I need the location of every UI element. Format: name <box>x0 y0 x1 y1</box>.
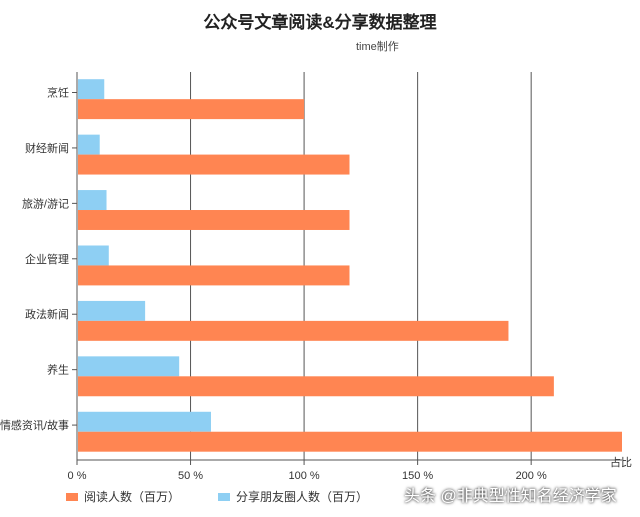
watermark: 头条 @非典型性知名经济学家 <box>404 488 617 505</box>
legend-swatch-reads <box>66 492 78 501</box>
bar-shares-1 <box>78 134 100 155</box>
bar-reads-4 <box>78 320 509 341</box>
x-tick-label-0: 0 % <box>68 470 87 482</box>
chart-subtitle: time制作 <box>356 41 399 53</box>
legend-item-reads: 阅读人数（百万） <box>66 488 180 505</box>
bar-shares-4 <box>78 300 146 321</box>
bar-reads-5 <box>78 376 554 397</box>
bar-reads-3 <box>78 265 350 286</box>
legend-label-reads: 阅读人数（百万） <box>84 490 181 504</box>
x-axis-label: 占比 <box>610 455 632 469</box>
x-tick-label-4: 200 % <box>516 470 547 482</box>
x-tick-label-1: 50 % <box>178 470 203 482</box>
category-label-2: 旅游/游记 <box>22 196 69 210</box>
bar-shares-6 <box>78 411 211 432</box>
bar-reads-2 <box>78 210 350 230</box>
category-label-4: 政法新闻 <box>25 307 69 321</box>
x-tick-label-2: 100 % <box>288 470 319 482</box>
category-label-6: 情感资讯/故事 <box>0 418 69 432</box>
bar-shares-0 <box>78 79 105 100</box>
legend-label-shares: 分享朋友圈人数（百万） <box>236 490 369 504</box>
legend-swatch-shares <box>218 492 230 501</box>
category-label-3: 企业管理 <box>25 252 69 266</box>
x-tick-label-3: 150 % <box>402 470 433 482</box>
chart-title: 公众号文章阅读&分享数据整理 <box>203 13 437 32</box>
category-label-0: 烹饪 <box>47 86 69 100</box>
category-label-5: 养生 <box>47 363 69 377</box>
bar-reads-1 <box>78 154 350 175</box>
bar-shares-2 <box>78 190 107 211</box>
bar-shares-5 <box>78 356 180 377</box>
legend-item-shares: 分享朋友圈人数（百万） <box>218 488 368 505</box>
bar-reads-0 <box>78 99 305 120</box>
bar-shares-3 <box>78 245 109 266</box>
category-label-1: 财经新闻 <box>25 141 69 155</box>
bar-reads-6 <box>78 431 622 452</box>
